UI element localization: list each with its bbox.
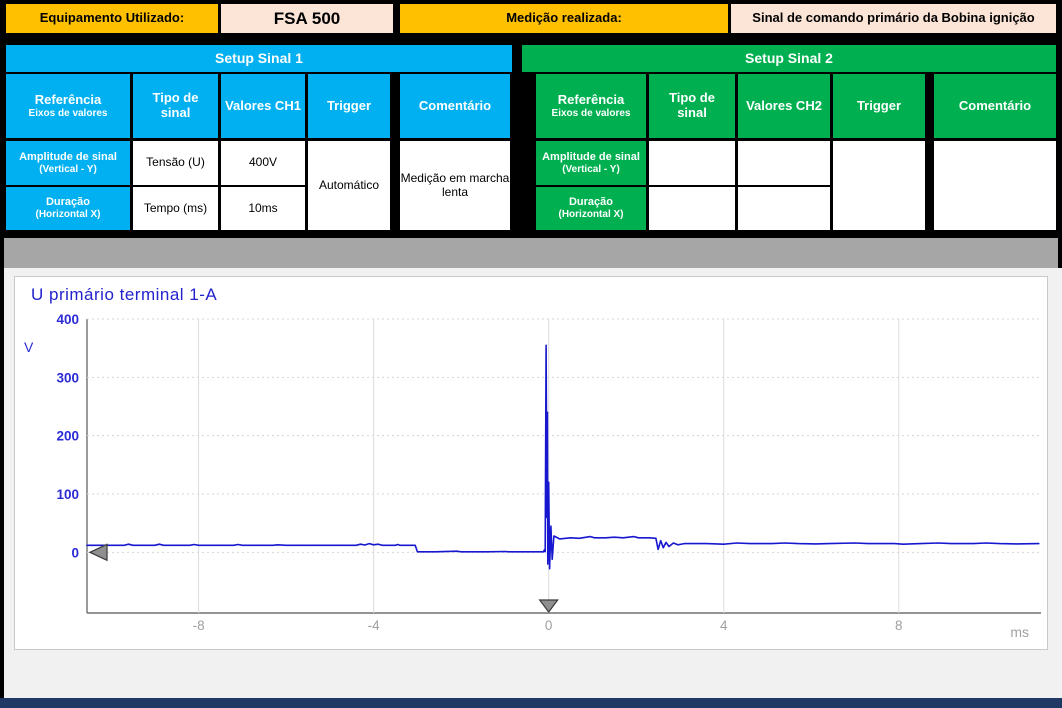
trigger-level-marker[interactable] (90, 544, 107, 560)
setup1-row-duration-label: Duração (Horizontal X) (6, 187, 130, 230)
setup2-row-amplitude-label: Amplitude de sinal (Vertical - Y) (536, 141, 646, 185)
y-tick-label: 400 (56, 312, 79, 327)
x-tick-label: 4 (720, 618, 728, 633)
setup2-amplitude-type[interactable] (649, 141, 735, 185)
setup2-trigger-value[interactable] (833, 141, 925, 230)
measurement-value[interactable]: Sinal de comando primário da Bobina igni… (731, 4, 1056, 33)
x-tick-label: -4 (368, 618, 380, 633)
setup2-comment-value[interactable] (934, 141, 1056, 230)
setup1-trigger-value[interactable]: Automático (308, 141, 390, 230)
setup1-comment-value[interactable]: Medição em marcha lenta (400, 141, 510, 230)
measurement-label: Medição realizada: (400, 4, 728, 33)
setup1-col-trigger: Trigger (308, 74, 390, 138)
setup2-col-signal-type: Tipo de sinal (649, 74, 735, 138)
setup2-col-trigger: Trigger (833, 74, 925, 138)
setup1-duration-type[interactable]: Tempo (ms) (133, 187, 218, 230)
x-tick-label: -8 (193, 618, 205, 633)
oscilloscope-chart-panel: U primário terminal 1-A V 840-4-84003002… (14, 276, 1048, 650)
x-axis-unit-label: ms (1010, 624, 1029, 640)
equipment-value[interactable]: FSA 500 (221, 4, 393, 33)
y-tick-label: 300 (56, 370, 79, 385)
x-tick-label: 0 (545, 618, 553, 633)
y-tick-label: 100 (56, 487, 79, 502)
setup2-amplitude-value[interactable] (738, 141, 830, 185)
waveform-ch1 (87, 345, 1039, 568)
setup2-duration-value[interactable] (738, 187, 830, 230)
setup1-row-amplitude-label: Amplitude de sinal (Vertical - Y) (6, 141, 130, 185)
setup1-amplitude-sub: (Vertical - Y) (39, 164, 97, 176)
report-window: Equipamento Utilizado: FSA 500 Medição r… (0, 0, 1062, 708)
setup1-amplitude-type[interactable]: Tensão (U) (133, 141, 218, 185)
setup2-section-title: Setup Sinal 2 (522, 45, 1056, 72)
setup2-col-reference-sub: Eixos de valores (552, 108, 631, 120)
setup1-section-title: Setup Sinal 1 (6, 45, 512, 72)
setup1-duration-value[interactable]: 10ms (221, 187, 305, 230)
setup2-col-comment: Comentário (934, 74, 1056, 138)
y-tick-label: 200 (56, 429, 79, 444)
setup1-duration-sub: (Horizontal X) (36, 209, 101, 221)
setup1-col-reference: Referência Eixos de valores (6, 74, 130, 138)
setup2-duration-type[interactable] (649, 187, 735, 230)
waveform-chart: 8 4 0 -4 -8 400 300 200 100 0 ms (15, 277, 1047, 649)
setup1-col-values: Valores CH1 (221, 74, 305, 138)
setup2-amplitude-title: Amplitude de sinal (542, 151, 640, 164)
setup1-col-signal-type: Tipo de sinal (133, 74, 218, 138)
setup1-col-reference-sub: Eixos de valores (29, 108, 108, 120)
setup1-amplitude-value[interactable]: 400V (221, 141, 305, 185)
trigger-position-marker[interactable] (540, 600, 558, 612)
footer-bar (0, 698, 1062, 708)
setup2-amplitude-sub: (Vertical - Y) (562, 164, 620, 176)
setup1-col-reference-title: Referência (35, 93, 101, 108)
setup2-col-reference: Referência Eixos de valores (536, 74, 646, 138)
equipment-label: Equipamento Utilizado: (6, 4, 218, 33)
setup1-duration-title: Duração (46, 196, 90, 209)
setup1-col-comment: Comentário (400, 74, 510, 138)
setup2-duration-title: Duração (569, 196, 613, 209)
setup1-amplitude-title: Amplitude de sinal (19, 151, 117, 164)
y-tick-label: 0 (71, 545, 79, 560)
setup2-duration-sub: (Horizontal X) (559, 209, 624, 221)
separator-band (4, 238, 1058, 268)
setup2-col-reference-title: Referência (558, 93, 624, 108)
setup2-row-duration-label: Duração (Horizontal X) (536, 187, 646, 230)
setup2-col-values: Valores CH2 (738, 74, 830, 138)
scope-page-area: U primário terminal 1-A V 840-4-84003002… (4, 268, 1062, 698)
x-tick-label: 8 (895, 618, 903, 633)
